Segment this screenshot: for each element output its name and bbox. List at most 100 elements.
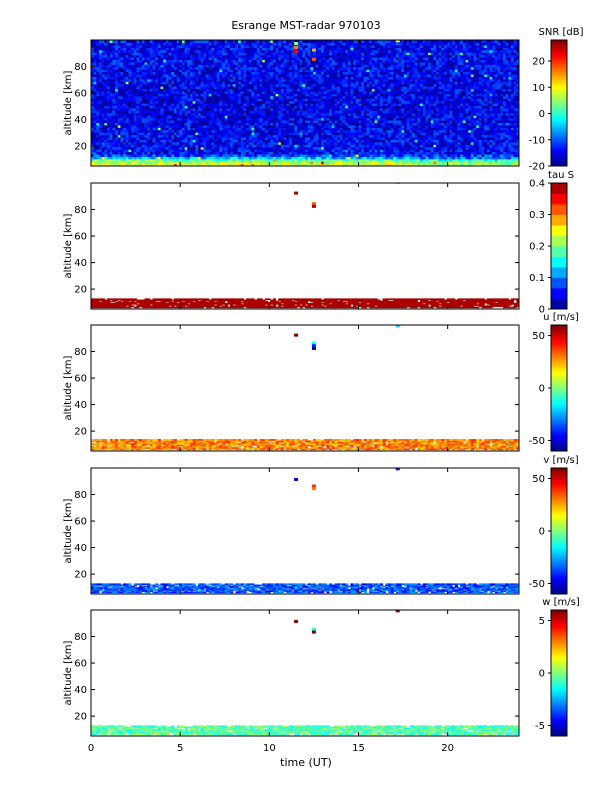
heatmap-cell [438, 112, 443, 116]
heatmap-cell [329, 119, 333, 123]
heatmap-cell [128, 127, 132, 131]
heatmap-cell [452, 141, 456, 145]
heatmap-cell [403, 161, 408, 165]
heatmap-cell [203, 105, 207, 109]
heatmap-cell [420, 136, 424, 140]
heatmap-cell [452, 132, 456, 136]
heatmap-cell [326, 156, 330, 160]
heatmap-cell [152, 151, 156, 155]
heatmap-cell [452, 105, 456, 109]
heatmap-cell [93, 127, 97, 131]
heatmap-cell [315, 129, 319, 133]
heatmap-cell [294, 98, 298, 102]
heatmap-cell [272, 107, 277, 111]
heatmap-cell [342, 161, 346, 165]
heatmap-cell [222, 98, 226, 102]
heatmap-cell [286, 112, 290, 116]
heatmap-cell [141, 158, 146, 162]
heatmap-cell [446, 158, 451, 162]
heatmap-cell [486, 158, 491, 162]
heatmap-cell [144, 110, 148, 114]
heatmap-cell [93, 151, 97, 155]
heatmap-cell [516, 141, 519, 145]
heatmap-cell [363, 103, 368, 107]
heatmap-cell [203, 158, 207, 162]
heatmap-cell [446, 156, 451, 160]
heatmap-cell [147, 149, 151, 153]
heatmap-cell [104, 103, 108, 107]
heatmap-cell [329, 153, 333, 157]
heatmap-cell [476, 98, 480, 102]
heatmap-cell [484, 119, 488, 123]
heatmap-cell [382, 122, 386, 126]
heatmap-cell [133, 100, 138, 104]
heatmap-cell [104, 146, 108, 150]
heatmap-cell [256, 119, 261, 123]
heatmap-cell [248, 115, 253, 119]
heatmap-cell [513, 151, 517, 155]
heatmap-cell [171, 129, 175, 133]
heatmap-cell [208, 158, 212, 162]
heatmap-cell [500, 163, 504, 166]
heatmap-cell [468, 156, 472, 160]
heatmap-cell [144, 141, 148, 145]
heatmap-cell [173, 127, 178, 131]
heatmap-cell [420, 127, 424, 131]
heatmap-cell [248, 134, 253, 138]
heatmap-cell [326, 95, 330, 99]
heatmap-cell [251, 163, 255, 166]
heatmap-cell [155, 107, 159, 111]
heatmap-cell [387, 95, 392, 99]
heatmap-cell [446, 146, 451, 150]
heatmap-cell [369, 112, 373, 116]
heatmap-cell [189, 93, 194, 97]
heatmap-cell [369, 141, 373, 145]
heatmap-cell [296, 93, 301, 97]
heatmap-cell [139, 149, 143, 153]
heatmap-cell [238, 93, 242, 97]
heatmap-cell [125, 136, 130, 140]
heatmap-cell [144, 117, 148, 121]
heatmap-cell [395, 112, 400, 116]
heatmap-cell [168, 98, 172, 102]
heatmap-cell [428, 149, 432, 153]
heatmap-cell [189, 112, 194, 116]
heatmap-cell [505, 134, 509, 138]
heatmap-cell [516, 103, 519, 107]
heatmap-cell [109, 146, 113, 150]
heatmap-cell [139, 107, 143, 111]
heatmap-cell [371, 112, 376, 116]
heatmap-cell [112, 134, 116, 138]
heatmap-cell [184, 115, 188, 119]
heatmap-cell [248, 112, 253, 116]
heatmap-cell [497, 141, 501, 145]
heatmap-cell [115, 107, 119, 111]
heatmap-cell [403, 151, 408, 155]
heatmap-cell [275, 95, 279, 99]
heatmap-cell [104, 88, 108, 92]
heatmap-cell [251, 158, 255, 162]
heatmap-cell [497, 132, 501, 136]
heatmap-cell [198, 98, 202, 102]
heatmap-cell [112, 141, 116, 145]
heatmap-cell [387, 124, 392, 128]
heatmap-cell [438, 139, 443, 143]
heatmap-cell [470, 90, 475, 94]
heatmap-cell [120, 107, 124, 111]
heatmap-cell [222, 134, 226, 138]
heatmap-cell [101, 129, 105, 133]
heatmap-cell [107, 100, 111, 104]
heatmap-cell [331, 161, 336, 165]
heatmap-cell [470, 156, 475, 160]
heatmap-cell [454, 136, 459, 140]
heatmap-cell [395, 105, 400, 109]
heatmap-cell [350, 105, 354, 109]
heatmap-cell [96, 105, 100, 109]
heatmap-cell [128, 95, 132, 99]
heatmap-cell [508, 153, 512, 157]
heatmap-cell [109, 88, 113, 92]
heatmap-cell [139, 110, 143, 114]
heatmap-cell [395, 129, 400, 133]
heatmap-cell [513, 112, 517, 116]
heatmap-cell [139, 93, 143, 97]
